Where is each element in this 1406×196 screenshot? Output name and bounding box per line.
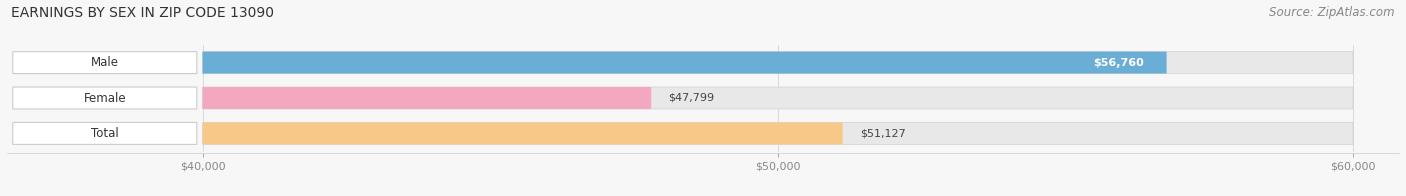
Text: EARNINGS BY SEX IN ZIP CODE 13090: EARNINGS BY SEX IN ZIP CODE 13090 <box>11 6 274 20</box>
FancyBboxPatch shape <box>202 87 1353 109</box>
FancyBboxPatch shape <box>13 87 197 109</box>
FancyBboxPatch shape <box>202 122 842 144</box>
Text: $47,799: $47,799 <box>668 93 714 103</box>
FancyBboxPatch shape <box>13 52 197 74</box>
FancyBboxPatch shape <box>202 122 1353 144</box>
FancyBboxPatch shape <box>202 52 1167 74</box>
Text: $56,760: $56,760 <box>1092 58 1143 68</box>
Text: Female: Female <box>83 92 127 104</box>
FancyBboxPatch shape <box>202 52 1353 74</box>
FancyBboxPatch shape <box>13 122 197 144</box>
Text: Source: ZipAtlas.com: Source: ZipAtlas.com <box>1270 6 1395 19</box>
Text: $51,127: $51,127 <box>860 128 905 138</box>
FancyBboxPatch shape <box>202 87 651 109</box>
Text: Male: Male <box>91 56 120 69</box>
Text: Total: Total <box>91 127 118 140</box>
